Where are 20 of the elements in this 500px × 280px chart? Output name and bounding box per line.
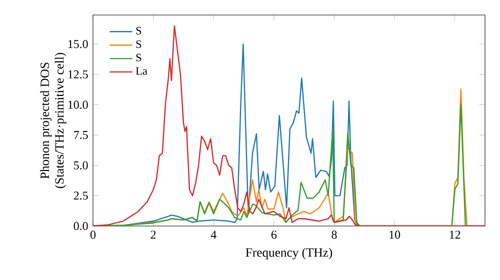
x-tick-label: 4 — [210, 230, 216, 239]
legend-label: S — [136, 54, 142, 62]
x-tick-label: 0 — [90, 230, 96, 239]
y-tick-label: 0.0 — [74, 222, 88, 230]
x-tick-label: 12 — [450, 230, 460, 239]
y-tick-label: 7.5 — [74, 131, 88, 140]
x-axis-title: Frequency (THz) — [246, 248, 332, 260]
x-tick-label: 6 — [271, 230, 277, 239]
x-tick-label: 10 — [390, 230, 400, 239]
y-tick-label: 2.5 — [74, 192, 88, 200]
x-tick-label: 8 — [332, 230, 337, 239]
y-tick-label: 12.5 — [68, 70, 88, 78]
y-tick-label: 5.0 — [74, 161, 88, 170]
legend-label: S — [136, 26, 142, 34]
y-axis-title: Phonon projected DOS (States/THz·primitive cell) — [40, 52, 66, 188]
legend-label: La — [136, 67, 148, 75]
legend-label: S — [136, 40, 142, 48]
y-tick-label: 15.0 — [68, 40, 88, 48]
y-tick-label: 10.0 — [68, 100, 88, 109]
x-tick-label: 2 — [150, 230, 156, 239]
